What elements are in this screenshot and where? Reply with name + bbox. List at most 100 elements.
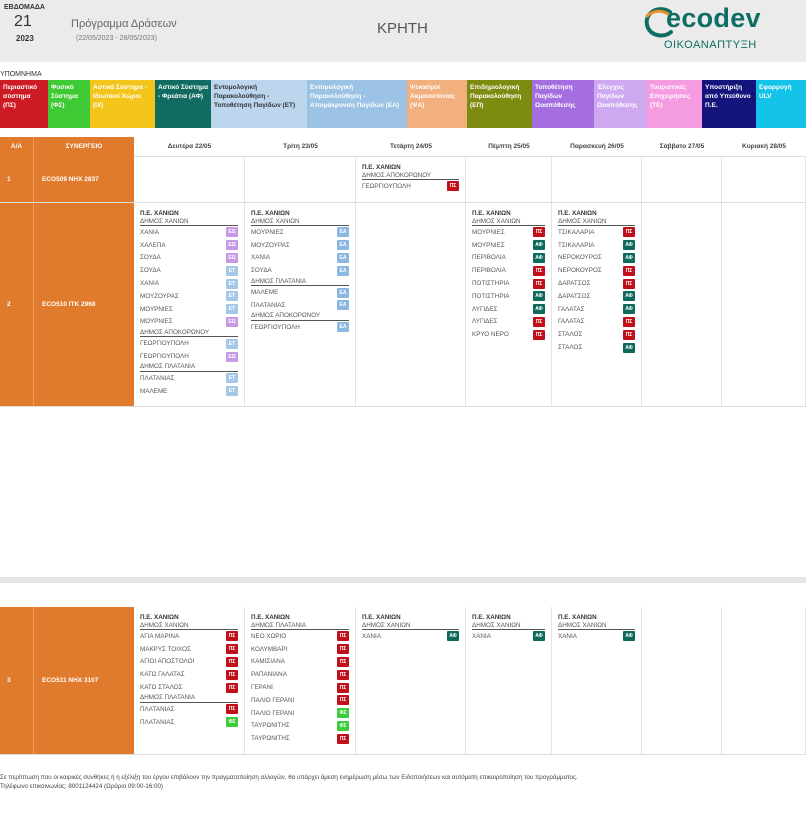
location-name: ΠΛΑΤΑΝΙΑΣ: [251, 301, 286, 309]
location-name: ΔΑΡΑΤΣΟΣ: [558, 280, 591, 288]
activity-badge: ΑΦ: [533, 252, 545, 263]
location-item: ΤΣΙΚΑΛΑΡΙΑ ΑΦ: [558, 239, 635, 252]
location-name: ΧΑΝΙΑ: [140, 280, 159, 288]
location-name: ΚΑΤΩ ΓΑΛΑΤΑΣ: [140, 671, 185, 679]
legend-item-7: Επιδημιολογική Παρακολούθηση (ΕΠ): [467, 80, 532, 128]
location-item: ΠΕΡΙΒΟΛΙΑ ΠΣ: [472, 264, 545, 277]
location-name: ΜΑΛΕΜΕ: [140, 387, 168, 395]
municipality-label: ΔΗΜΟΣ ΠΛΑΤΑΝΙΑ: [140, 694, 238, 703]
location-name: ΧΑΛΕΠΑ: [140, 241, 166, 249]
location-item: ΓΕΩΡΓΙΟΥΠΟΛΗ ΕΑ: [251, 321, 349, 334]
location-item: ΠΛΑΤΑΝΙΑΣ ΠΣ: [140, 703, 238, 716]
location-item: ΜΑΚΡΥΣ ΤΟΙΧΟΣ ΠΣ: [140, 643, 238, 656]
location-item: ΜΟΥΡΝΙΕΣ ΑΦ: [472, 239, 545, 252]
municipality-label: ΔΗΜΟΣ ΑΠΟΚΟΡΩΝΟΥ: [251, 312, 349, 321]
day-header-1: Τρίτη 23/05: [283, 143, 318, 150]
day-header-0: Δευτέρα 22/05: [167, 143, 212, 150]
location-item: ΜΑΛΕΜΕ ΕΤ: [140, 385, 238, 398]
location-name: ΑΓΙΑ ΜΑΡΙΝΑ: [140, 632, 180, 640]
legend-item-4: Εντομολογική Παρακολούθηση - Τοποθέτηση …: [211, 80, 307, 128]
day-header-3: Πέμπτη 25/05: [488, 143, 530, 150]
group-name: ΔΗΜΟΣ ΧΑΝΙΩΝ: [251, 217, 300, 225]
location-item: ΝΕΡΟΚΟΥΡΟΣ ΑΦ: [558, 252, 635, 265]
location-item: ΤΑΥΡΩΝΙΤΗΣ ΠΣ: [251, 732, 349, 745]
location-name: ΠΕΡΙΒΟΛΙΑ: [472, 267, 506, 275]
row-number: 2: [0, 203, 33, 406]
legend-item-8: Τοποθέτηση Παγίδων Ωοαπόθεσης: [532, 80, 594, 128]
legend-item-3: Αστικό Σύστημα - Φρεάτια (ΑΦ): [155, 80, 211, 128]
legend-item-6: Ψεκασμοί Ακμαιοκτονίας (ΨΑ): [407, 80, 467, 128]
activity-badge: ΕΑ: [337, 287, 349, 298]
prefecture-label: Π.Ε. ΧΑΝΙΩΝ: [251, 613, 349, 621]
day-cell: Π.Ε. ΧΑΝΙΩΝ ΔΗΜΟΣ ΧΑΝΙΩΝ ΜΟΥΡΝΙΕΣ ΠΣ ΜΟΥΡΝΙΕ…: [466, 203, 552, 406]
table-row: 3 ECO511 ΝΗΧ 3107 Π.Ε. ΧΑΝΙΩΝ ΔΗΜΟΣ ΧΑΝΙΩΝ Α…: [0, 607, 806, 755]
legend-item-9: Έλεγχος Παγίδων Ωοαπόθεσης: [594, 80, 647, 128]
footer-note: Σε περίπτωση που οι καιρικές συνθήκες ή …: [0, 774, 806, 791]
day-header-2: Τετάρτη 24/05: [389, 143, 433, 150]
activity-badge: ΑΦ: [623, 631, 635, 642]
prefecture-label: Π.Ε. ΧΑΝΙΩΝ: [140, 613, 238, 621]
location-item: ΜΑΛΕΜΕ ΕΑ: [251, 286, 349, 299]
prefecture-label: Π.Ε. ΧΑΝΙΩΝ: [558, 209, 635, 217]
location-item: ΧΑΝΙΑ ΕΑ: [251, 252, 349, 265]
header-bar: ΕΒΔΟΜΑΔΑ 21 2023 Πρόγραμμα Δράσεων (22/0…: [0, 0, 806, 62]
group-name: Π.Ε. ΧΑΝΙΩΝ: [472, 613, 511, 621]
region-title: ΚΡΗΤΗ: [377, 20, 428, 37]
location-item: ΑΓΙΟΙ ΑΠΟΣΤΟΛΟΙ ΠΣ: [140, 656, 238, 669]
municipality-label: ΔΗΜΟΣ ΧΑΝΙΩΝ: [140, 621, 238, 630]
day-cell: Π.Ε. ΧΑΝΙΩΝ ΔΗΜΟΣ ΠΛΑΤΑΝΙΑ ΝΕΟ ΧΩΡΙΟ ΠΣ ΚΟΛΥ…: [245, 607, 356, 754]
location-item: ΧΑΝΙΑ ΑΦ: [362, 630, 459, 643]
day-cell: Π.Ε. ΧΑΝΙΩΝ ΔΗΜΟΣ ΧΑΝΙΩΝ ΧΑΝΙΑ ΕΩ ΧΑΛΕΠΑ ΕΩ ΣΟ…: [134, 203, 245, 406]
prefecture-label: Π.Ε. ΧΑΝΙΩΝ: [140, 209, 238, 217]
location-name: ΓΕΩΡΓΙΟΥΠΟΛΗ: [251, 323, 300, 331]
legend-title: ΥΠΟΜΝΗΜΑ: [0, 71, 42, 78]
day-cell: Π.Ε. ΧΑΝΙΩΝ ΔΗΜΟΣ ΧΑΝΙΩΝ ΧΑΝΙΑ ΑΦ: [466, 607, 552, 754]
activity-badge: ΕΤ: [226, 265, 238, 276]
location-name: ΧΑΝΙΑ: [472, 632, 491, 640]
activity-badge: ΦΣ: [226, 717, 238, 728]
location-item: ΚΑΤΩ ΣΤΑΛΟΣ ΠΣ: [140, 681, 238, 694]
logo-swoosh-icon: [644, 7, 673, 38]
location-item: ΔΑΡΑΤΣΟΣ ΑΦ: [558, 290, 635, 303]
activity-badge: ΕΤ: [226, 386, 238, 397]
group-name: ΔΗΜΟΣ ΧΑΝΙΩΝ: [140, 217, 189, 225]
activity-badge: ΠΣ: [226, 631, 238, 642]
location-name: ΣΤΑΛΟΣ: [558, 344, 583, 352]
group-name: ΔΗΜΟΣ ΠΛΑΤΑΝΙΑ: [140, 363, 196, 371]
group-name: Π.Ε. ΧΑΝΙΩΝ: [140, 209, 179, 217]
location-name: ΓΕΩΡΓΙΟΥΠΟΛΗ: [362, 182, 411, 190]
activity-badge: ΕΤ: [226, 373, 238, 384]
activity-badge: ΑΦ: [533, 304, 545, 315]
day-cell: Π.Ε. ΧΑΝΙΩΝ ΔΗΜΟΣ ΧΑΝΙΩΝ ΧΑΝΙΑ ΑΦ: [356, 607, 466, 754]
location-name: ΤΣΙΚΑΛΑΡΙΑ: [558, 228, 595, 236]
location-name: ΜΑΛΕΜΕ: [251, 289, 279, 297]
day-cell: Π.Ε. ΧΑΝΙΩΝ ΔΗΜΟΣ ΧΑΝΙΩΝ ΤΣΙΚΑΛΑΡΙΑ ΠΣ ΤΣΙΚΑ…: [552, 203, 642, 406]
group-name: ΔΗΜΟΣ ΑΠΟΚΟΡΩΝΟΥ: [140, 328, 210, 336]
activity-badge: ΕΩ: [226, 351, 238, 362]
location-name: ΜΟΥΡΝΙΕΣ: [472, 228, 505, 236]
location-item: ΧΑΝΙΑ ΕΤ: [140, 277, 238, 290]
location-name: ΛΥΓΙΔΕΣ: [472, 305, 498, 313]
row-number: 1: [0, 157, 33, 202]
location-item: ΜΟΥΡΝΙΕΣ ΠΣ: [472, 226, 545, 239]
location-name: ΠΛΑΤΑΝΙΑΣ: [140, 374, 175, 382]
activity-badge: ΠΣ: [623, 329, 635, 340]
activity-badge: ΕΑ: [337, 240, 349, 251]
location-item: ΠΛΑΤΑΝΙΑΣ ΦΣ: [140, 716, 238, 729]
group-name: ΔΗΜΟΣ ΠΛΑΤΑΝΙΑ: [251, 277, 307, 285]
activity-badge: ΕΑ: [337, 265, 349, 276]
location-item: ΠΑΛΙΟ ΓΕΡΑΝΙ ΠΣ: [251, 694, 349, 707]
day-cell: Π.Ε. ΧΑΝΙΩΝ ΔΗΜΟΣ ΧΑΝΙΩΝ ΧΑΝΙΑ ΑΦ: [552, 607, 642, 754]
col-vehicle-header: ΣΥΝΕΡΓΕΙΟ: [33, 137, 134, 157]
week-number: 21: [14, 13, 32, 30]
prefecture-label: Π.Ε. ΧΑΝΙΩΝ: [362, 163, 459, 171]
logo-subtitle: ΟΙΚΟΑΝΑΠΤΥΞΗ: [664, 39, 757, 51]
municipality-label: ΔΗΜΟΣ ΠΛΑΤΑΝΙΑ: [251, 277, 349, 287]
location-name: ΤΣΙΚΑΛΑΡΙΑ: [558, 241, 595, 249]
activity-badge: ΑΦ: [533, 240, 545, 251]
location-item: ΓΕΩΡΓΙΟΥΠΟΛΗ ΕΩ: [140, 350, 238, 363]
vehicle-cell: ECO511 ΝΗΧ 3107: [33, 607, 134, 754]
activity-badge: ΠΣ: [226, 669, 238, 680]
footer-note-line1: Σε περίπτωση που οι καιρικές συνθήκες ή …: [0, 774, 578, 781]
activity-badge: ΠΣ: [337, 656, 349, 667]
